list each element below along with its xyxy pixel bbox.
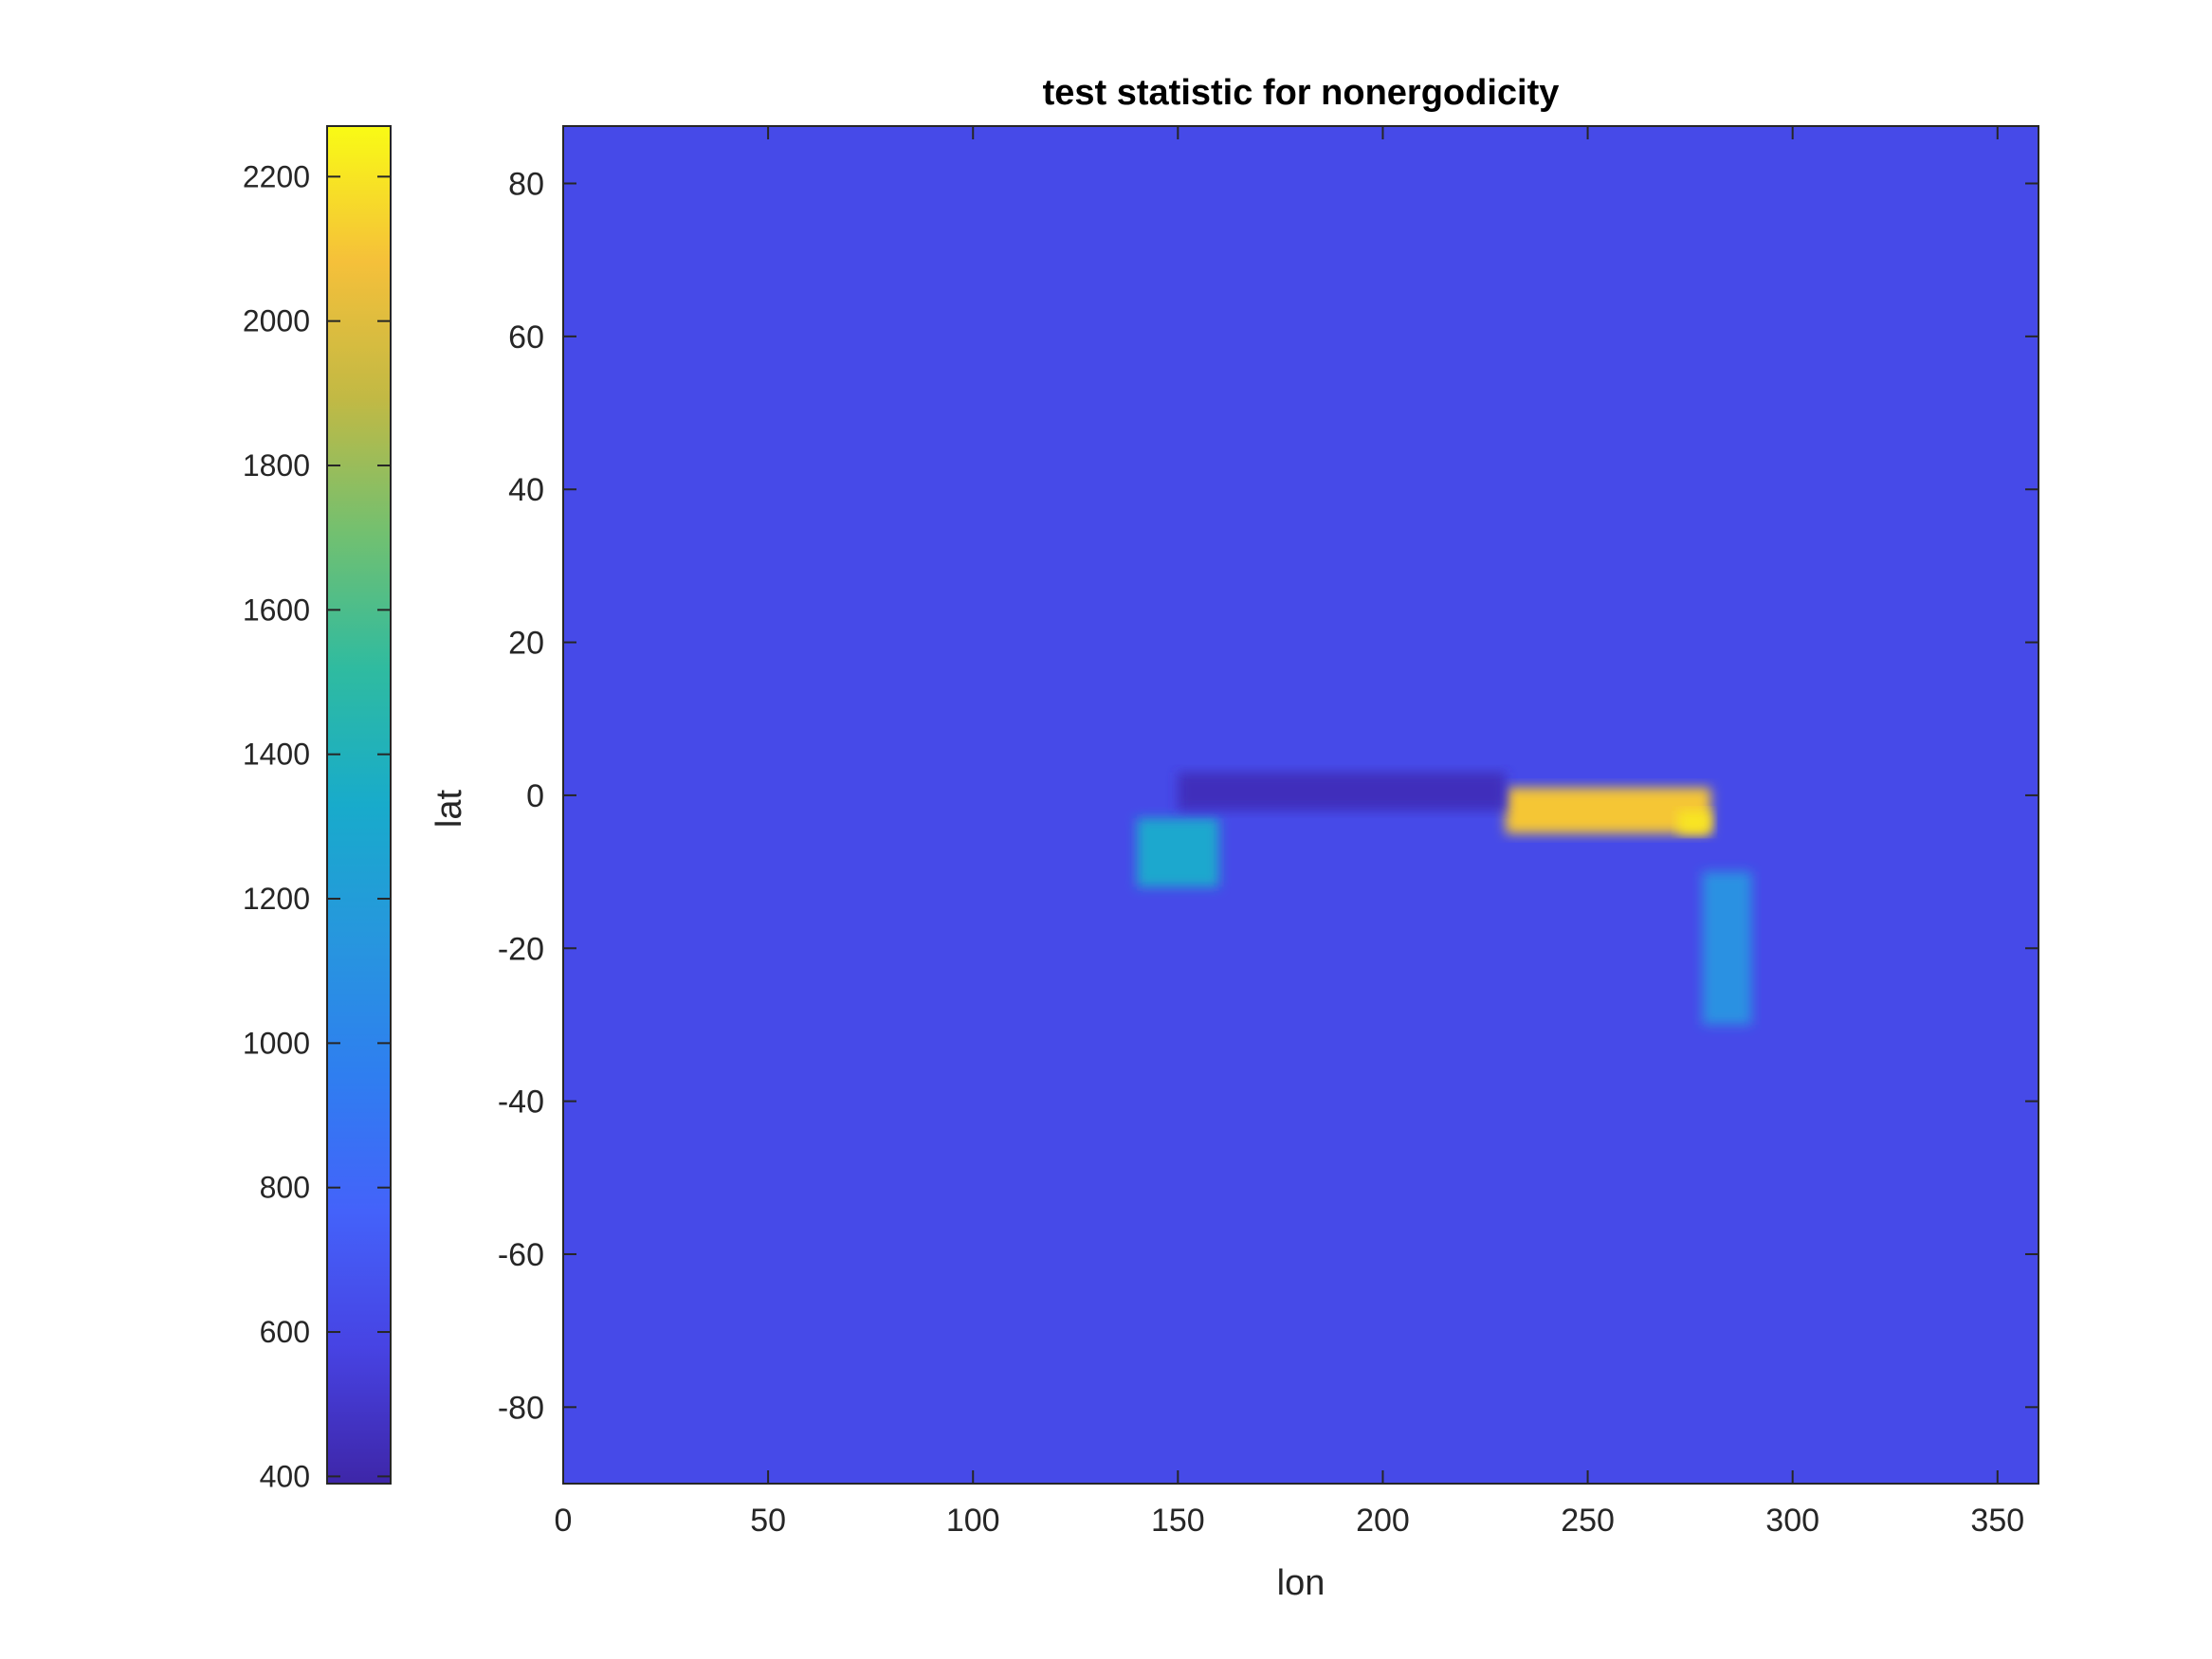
field-feature-0 (1506, 787, 1711, 834)
y-tick-label: -20 (498, 931, 544, 967)
y-tick-label: 60 (508, 319, 544, 356)
field-feature-2 (1137, 818, 1219, 887)
colorbar-gradient (326, 125, 392, 1485)
map-panel: 0 50 100 150 200 250 300 350 -80 -60 -40 -20 0 20 40 6… (498, 125, 2039, 1539)
colorbar-tick-label: 1200 (243, 882, 310, 916)
y-tick-label: 40 (508, 472, 544, 508)
y-tick-label: 80 (508, 167, 544, 203)
y-axis-ticks: -80 -60 -40 -20 0 20 40 60 80 (498, 167, 2038, 1426)
colorbar-tick-label: 400 (260, 1459, 310, 1493)
x-tick-label: 300 (1765, 1503, 1819, 1539)
colorbar-ticks: 400 600 800 1000 1200 1400 1600 1800 2000 2200 (243, 159, 391, 1493)
x-tick-label: 0 (555, 1503, 573, 1539)
field-feature-1 (1677, 811, 1711, 834)
colorbar-tick-label: 1400 (243, 738, 310, 772)
field-feature-3 (1702, 871, 1752, 1025)
x-tick-label: 200 (1356, 1503, 1410, 1539)
x-tick-label: 150 (1151, 1503, 1205, 1539)
colorbar-tick-label: 2200 (243, 159, 310, 193)
colorbar: 400 600 800 1000 1200 1400 1600 1800 2000 2200 (243, 125, 392, 1493)
y-tick-label: 0 (526, 778, 544, 814)
chart-title: test statistic for nonergodicity (1043, 73, 1560, 113)
x-axis-label: lon (1277, 1563, 1325, 1603)
heatmap-field (563, 126, 2038, 1484)
x-tick-label: 50 (750, 1503, 786, 1539)
x-tick-label: 100 (946, 1503, 1000, 1539)
y-axis-label: lat (430, 789, 469, 828)
colorbar-tick-label: 1600 (243, 592, 310, 627)
x-axis-ticks: 0 50 100 150 200 250 300 350 (555, 126, 2024, 1539)
field-feature-4 (1178, 772, 1507, 811)
y-tick-label: 20 (508, 626, 544, 662)
colorbar-tick-label: 2000 (243, 304, 310, 338)
axes-frame (562, 125, 2039, 1485)
x-tick-label: 350 (1970, 1503, 2024, 1539)
y-tick-label: -80 (498, 1390, 544, 1426)
x-tick-label: 250 (1561, 1503, 1615, 1539)
colorbar-tick-label: 1000 (243, 1026, 310, 1060)
y-tick-label: -60 (498, 1237, 544, 1273)
colorbar-tick-label: 1800 (243, 448, 310, 483)
colorbar-tick-label: 600 (260, 1315, 310, 1349)
y-tick-label: -40 (498, 1085, 544, 1121)
colorbar-tick-label: 800 (260, 1171, 310, 1205)
